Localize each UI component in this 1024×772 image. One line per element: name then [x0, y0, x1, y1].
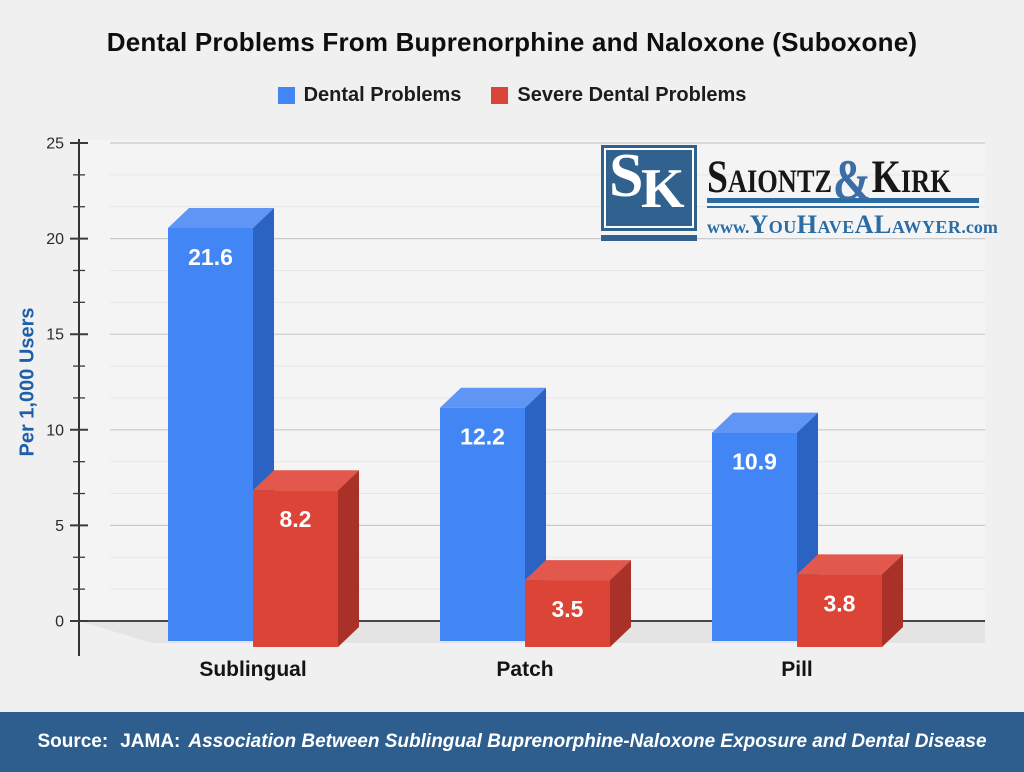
firm-ampersand: & — [832, 149, 871, 212]
y-tick-label-5: 5 — [55, 518, 64, 535]
website-tld: .com — [961, 217, 998, 237]
logo-text-block: Saiontz&Kirk www.YouHaveALawyer.com — [707, 145, 998, 241]
bar-sublingual-severe-dental-problems — [253, 490, 338, 647]
monogram-underbar — [601, 235, 697, 241]
y-tick-label-10: 10 — [46, 422, 64, 439]
bar-sublingual-dental-problems-top — [168, 208, 274, 229]
bar-pill-severe-dental-problems — [797, 574, 882, 647]
legend-swatch-red-icon — [491, 87, 509, 104]
legend-swatch-blue-icon — [277, 87, 295, 104]
chart-legend: Dental Problems Severe Dental Problems — [0, 84, 1024, 107]
bar-patch-severe-dental-problems-top — [525, 560, 631, 581]
source-label: Source: — [37, 731, 109, 752]
bar-patch-dental-problems — [440, 407, 525, 641]
bar-pill-dental-problems — [712, 432, 797, 641]
monogram-letter-s: S — [609, 142, 644, 210]
y-tick-label-0: 0 — [55, 614, 64, 631]
category-label-sublingual: Sublingual — [199, 658, 306, 681]
legend-item-dental-problems: Dental Problems — [277, 84, 462, 107]
logo-rule-thick — [707, 198, 979, 203]
website-name: YouHaveALawyer — [749, 210, 962, 239]
bar-patch-severe-dental-problems — [525, 580, 610, 647]
firm-name-first: Saiontz — [707, 151, 833, 203]
category-label-pill: Pill — [781, 658, 813, 681]
bar-patch-severe-dental-problems-value-label: 3.5 — [552, 596, 584, 622]
bar-pill-severe-dental-problems-top — [797, 554, 903, 575]
saiontz-kirk-logo: S K Saiontz&Kirk www.YouHaveALawyer.com — [601, 142, 998, 241]
bar-patch-dental-problems-value-label: 12.2 — [460, 424, 505, 450]
bar-patch-severe-dental-problems-side — [610, 560, 631, 647]
bar-sublingual-dental-problems-value-label: 21.6 — [188, 244, 233, 270]
y-axis-title: Per 1,000 Users — [16, 307, 39, 457]
chart-title: Dental Problems From Buprenorphine and N… — [106, 27, 918, 57]
legend-item-severe-dental-problems: Severe Dental Problems — [491, 84, 746, 107]
legend-label-dental-problems: Dental Problems — [303, 84, 462, 106]
logo-monogram-block: S K — [601, 142, 697, 241]
journal-label: JAMA: — [120, 731, 181, 752]
bar-sublingual-severe-dental-problems-side — [338, 470, 359, 647]
study-title: Association Between Sublingual Buprenorp… — [188, 731, 987, 752]
website-www: www. — [707, 217, 750, 237]
bar-patch-dental-problems-top — [440, 387, 546, 408]
category-label-patch: Patch — [496, 658, 553, 681]
bar-pill-severe-dental-problems-value-label: 3.8 — [824, 590, 856, 616]
bar-pill-severe-dental-problems-side — [882, 554, 903, 647]
logo-rule-thin — [707, 206, 979, 208]
legend-label-severe-dental-problems: Severe Dental Problems — [517, 84, 747, 106]
bar-chart-canvas: 21.6 8.2 Sublingual 12.2 3.5 Patch 10.9 3.8 Pill… — [46, 136, 985, 681]
sk-monogram-icon: S K — [601, 142, 697, 231]
logo-website-url: www.YouHaveALawyer.com — [707, 210, 998, 240]
bar-pill-dental-problems-value-label: 10.9 — [732, 449, 777, 475]
bar-pill-dental-problems-top — [712, 412, 818, 433]
firm-name-second: Kirk — [871, 151, 951, 203]
y-tick-label-20: 20 — [46, 231, 64, 248]
source-footer: Source: JAMA: Association Between Sublin… — [0, 712, 1024, 772]
monogram-letter-k: K — [641, 158, 685, 220]
bar-sublingual-severe-dental-problems-value-label: 8.2 — [280, 506, 312, 532]
y-tick-label-25: 25 — [46, 136, 64, 153]
y-tick-label-15: 15 — [46, 327, 64, 344]
bar-sublingual-dental-problems — [168, 228, 253, 641]
bar-sublingual-severe-dental-problems-top — [253, 470, 359, 491]
firm-name: Saiontz&Kirk — [707, 145, 951, 209]
